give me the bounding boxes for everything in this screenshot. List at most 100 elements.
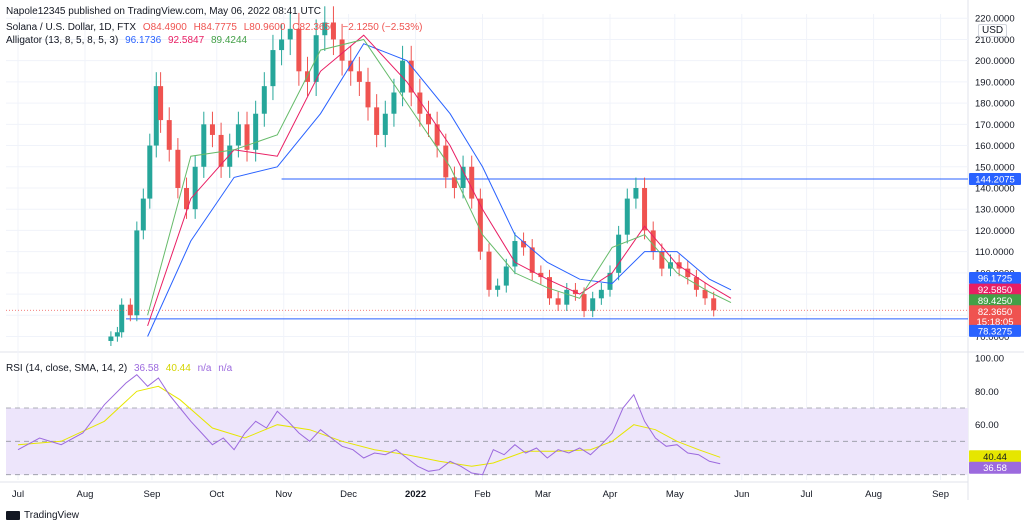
- publisher-credit: Napole12345 published on TradingView.com…: [6, 6, 322, 17]
- candle-body: [486, 251, 492, 290]
- hline-bottom-price-tag-bg: [969, 324, 1021, 337]
- candle-body: [108, 336, 114, 341]
- rsi-na-2: n/a: [218, 363, 233, 374]
- rsi-value-tag: 36.58: [983, 463, 1007, 474]
- time-tick-label: Jul: [801, 489, 813, 500]
- alligator-jaw-value: 96.1736: [125, 35, 162, 46]
- rsi-tick-label: 60.00: [975, 420, 999, 431]
- candle-body: [512, 241, 518, 267]
- price-tick-label: 130.0000: [975, 205, 1015, 216]
- time-tick-label: Mar: [535, 489, 551, 500]
- candle-body: [469, 166, 475, 199]
- jaw-price-tag-bg: [969, 271, 1021, 284]
- alligator-teeth-line: [147, 34, 732, 327]
- time-tick-label: Feb: [474, 489, 490, 500]
- high-value: H84.7775: [193, 22, 237, 33]
- alligator-teeth-value: 92.5847: [168, 35, 205, 46]
- symbol-title[interactable]: Solana / U.S. Dollar, 1D, FTX: [6, 22, 137, 33]
- candle-body: [356, 71, 362, 82]
- rsi-tick-label: 80.00: [975, 387, 999, 398]
- time-tick-label: Jun: [734, 489, 749, 500]
- last-price-tag: 82.3650: [978, 307, 1012, 318]
- candle-body: [147, 145, 153, 199]
- candle-body: [330, 22, 336, 40]
- candle-body: [134, 230, 140, 316]
- candle-body: [521, 241, 527, 248]
- jaw-price-tag: 96.1725: [978, 273, 1012, 284]
- candle-body: [581, 294, 587, 312]
- countdown-tag-bg: [969, 315, 1021, 328]
- alligator-label[interactable]: Alligator (13, 8, 5, 8, 5, 3): [6, 35, 119, 46]
- price-tick-label: 210.0000: [975, 35, 1015, 46]
- candle-body: [218, 134, 224, 167]
- candle-body: [460, 166, 466, 188]
- rsi-value-tag-bg: [969, 461, 1021, 474]
- candle-body: [339, 39, 345, 61]
- countdown-tag: 15:18:05: [977, 317, 1014, 328]
- candles-group: [108, 6, 717, 347]
- currency-button[interactable]: USD: [978, 24, 1008, 37]
- candle-body: [201, 124, 207, 167]
- time-tick-label: Aug: [77, 489, 94, 500]
- lips-price-tag: 89.4250: [978, 296, 1012, 307]
- price-tick-label: 110.0000: [975, 247, 1014, 258]
- price-tick-label: 160.0000: [975, 141, 1015, 152]
- candle-body: [685, 268, 691, 278]
- candle-body: [365, 81, 371, 108]
- alligator-jaw-line: [147, 43, 732, 337]
- price-tick-label: 70.0000: [975, 332, 1009, 343]
- candle-body: [642, 187, 648, 231]
- rsi-sma-value: 40.44: [165, 363, 191, 374]
- close-value: C82.3650: [292, 22, 336, 33]
- candle-body: [529, 247, 535, 273]
- candle-body: [693, 277, 699, 290]
- price-tick-label: 180.0000: [975, 99, 1015, 110]
- rsi-value: 36.58: [133, 363, 159, 374]
- time-tick-label: Apr: [603, 489, 618, 500]
- tradingview-logo: TradingView: [6, 510, 79, 521]
- symbol-legend: Solana / U.S. Dollar, 1D, FTX O84.4900 H…: [6, 22, 426, 33]
- change-value: −2.1250 (−2.53%): [342, 22, 423, 33]
- candle-body: [192, 166, 198, 210]
- candle-body: [408, 60, 414, 93]
- price-tick-label: 190.0000: [975, 77, 1015, 88]
- candle-body: [374, 107, 380, 135]
- low-value: L80.9600: [243, 22, 286, 33]
- candle-body: [598, 289, 604, 299]
- time-tick-label: Nov: [275, 489, 292, 500]
- candle-body: [153, 86, 159, 146]
- teeth-price-tag: 92.5850: [978, 285, 1012, 296]
- candle-body: [253, 113, 259, 150]
- open-value: O84.4900: [142, 22, 187, 33]
- time-tick-label: Oct: [209, 489, 224, 500]
- candle-body: [114, 332, 120, 337]
- rsi-na-1: n/a: [197, 363, 212, 374]
- time-tick-label: Aug: [865, 489, 882, 500]
- rsi-legend: RSI (14, close, SMA, 14, 2) 36.58 40.44 …: [6, 363, 236, 374]
- time-tick-label: May: [666, 489, 684, 500]
- alligator-lips-line: [147, 38, 732, 316]
- alligator-legend: Alligator (13, 8, 5, 8, 5, 3) 96.1736 92…: [6, 35, 251, 46]
- candle-body: [451, 177, 457, 188]
- candle-body: [711, 298, 717, 311]
- candle-body: [261, 86, 267, 114]
- candle-body: [119, 304, 125, 333]
- tradingview-logo-icon: [6, 511, 20, 520]
- rsi-sma-tag-bg: [969, 450, 1021, 463]
- candle-body: [175, 149, 181, 188]
- candle-body: [140, 198, 146, 231]
- price-tick-label: 170.0000: [975, 120, 1015, 131]
- candle-body: [184, 187, 190, 210]
- candle-body: [555, 298, 561, 305]
- time-tick-label: 2022: [405, 489, 426, 500]
- candle-body: [235, 124, 241, 146]
- rsi-label[interactable]: RSI (14, close, SMA, 14, 2): [6, 363, 128, 374]
- lips-price-tag-bg: [969, 294, 1021, 307]
- candle-body: [624, 198, 630, 235]
- candle-body: [633, 187, 639, 199]
- candle-body: [607, 272, 613, 290]
- candle-body: [322, 22, 328, 36]
- candle-body: [650, 230, 656, 252]
- candle-body: [546, 277, 552, 299]
